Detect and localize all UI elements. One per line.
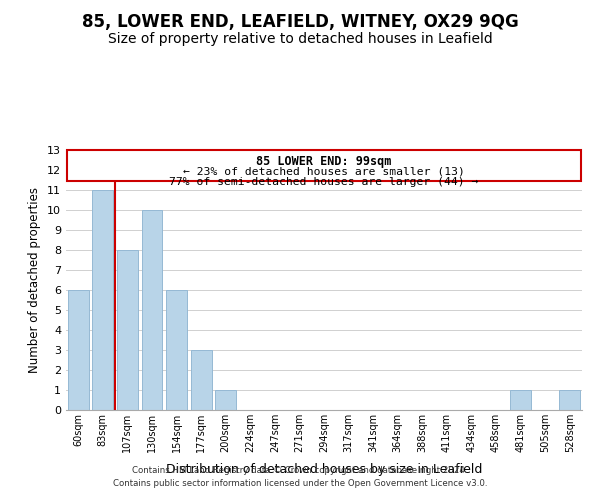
- Text: 85 LOWER END: 99sqm: 85 LOWER END: 99sqm: [256, 155, 392, 168]
- Bar: [510, 390, 531, 410]
- Bar: [117, 250, 138, 410]
- Y-axis label: Number of detached properties: Number of detached properties: [28, 187, 41, 373]
- FancyBboxPatch shape: [67, 150, 581, 181]
- Text: Contains HM Land Registry data © Crown copyright and database right 2024.
Contai: Contains HM Land Registry data © Crown c…: [113, 466, 487, 487]
- Bar: [68, 290, 89, 410]
- Bar: [215, 390, 236, 410]
- Bar: [559, 390, 580, 410]
- X-axis label: Distribution of detached houses by size in Leafield: Distribution of detached houses by size …: [166, 464, 482, 476]
- Text: Size of property relative to detached houses in Leafield: Size of property relative to detached ho…: [107, 32, 493, 46]
- Bar: [191, 350, 212, 410]
- Text: 77% of semi-detached houses are larger (44) →: 77% of semi-detached houses are larger (…: [169, 177, 479, 187]
- Bar: [166, 290, 187, 410]
- Bar: [92, 190, 113, 410]
- Text: ← 23% of detached houses are smaller (13): ← 23% of detached houses are smaller (13…: [183, 166, 465, 176]
- Bar: [142, 210, 163, 410]
- Text: 85, LOWER END, LEAFIELD, WITNEY, OX29 9QG: 85, LOWER END, LEAFIELD, WITNEY, OX29 9Q…: [82, 12, 518, 30]
